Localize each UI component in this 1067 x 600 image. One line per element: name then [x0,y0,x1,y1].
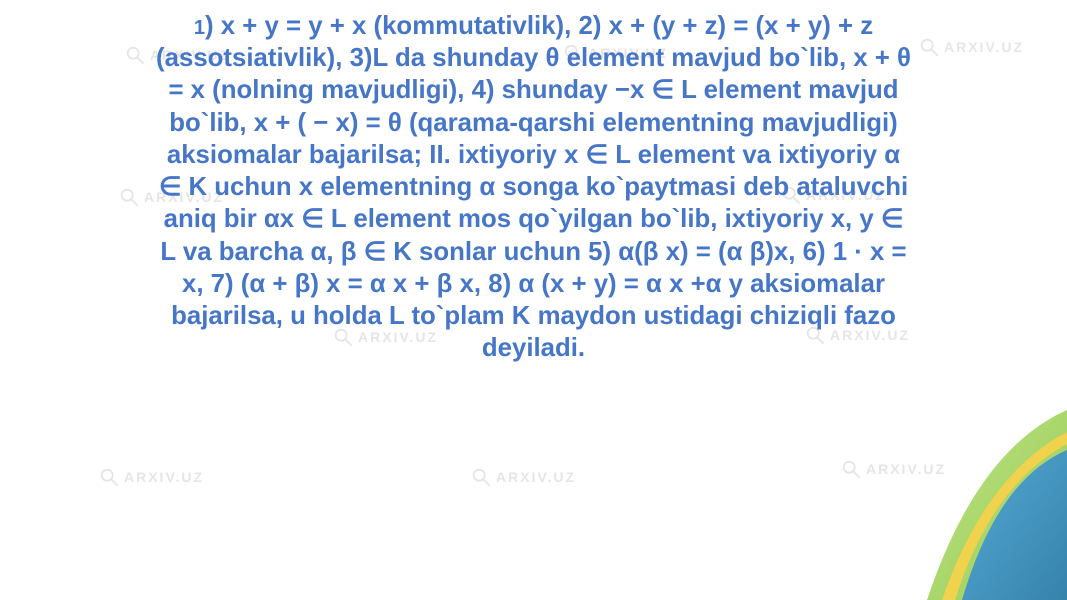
text-line: aniq bir αx ∈ L element mos qo`yilgan bo… [24,203,1043,235]
line-text: aniq bir αx ∈ L element mos qo`yilgan bo… [164,205,904,233]
text-line: (assotsiativlik), 3)L da shunday θ eleme… [24,42,1043,74]
main-text-block: 1) x + y = y + x (kommutativlik), 2) x +… [0,0,1067,365]
watermark: ARXIV.UZ [98,466,204,488]
watermark: ARXIV.UZ [840,458,946,480]
watermark: ARXIV.UZ [470,466,576,488]
corner-decoration [747,340,1067,600]
line-text: (assotsiativlik), 3)L da shunday θ eleme… [156,44,911,72]
magnifier-icon [98,466,120,488]
text-line: = x (nolning mavjudligi), 4) shunday −x … [24,74,1043,106]
line-text: = x (nolning mavjudligi), 4) shunday −x … [168,76,898,104]
line-text: L va barcha α, β ∈ K sonlar uchun 5) α(β… [160,238,906,266]
text-line: aksiomalar bajarilsa; II. ixtiyoriy x ∈ … [24,139,1043,171]
watermark-text: ARXIV.UZ [496,469,576,485]
line-text: ∈ K uchun x elementning α songa ko`paytm… [159,173,908,201]
magnifier-icon [840,458,862,480]
text-line: deyiladi. [24,332,1043,364]
line-text: x, 7) (α + β) x = α x + β x, 8) α (x + y… [182,270,885,298]
small-prefix: 1 [194,17,205,39]
text-line: L va barcha α, β ∈ K sonlar uchun 5) α(β… [24,236,1043,268]
line-text: ) x + y = y + x (kommutativlik), 2) x + … [205,12,873,40]
text-line: 1) x + y = y + x (kommutativlik), 2) x +… [24,10,1043,42]
text-line: ∈ K uchun x elementning α songa ko`paytm… [24,171,1043,203]
text-line: bajarilsa, u holda L to`plam K maydon us… [24,300,1043,332]
text-line: bo`lib, x + ( − x) = θ (qarama-qarshi el… [24,107,1043,139]
line-text: bajarilsa, u holda L to`plam K maydon us… [171,302,896,330]
watermark-text: ARXIV.UZ [866,461,946,477]
line-text: aksiomalar bajarilsa; II. ixtiyoriy x ∈ … [167,141,900,169]
line-text: bo`lib, x + ( − x) = θ (qarama-qarshi el… [169,109,898,137]
magnifier-icon [470,466,492,488]
watermark-text: ARXIV.UZ [124,469,204,485]
text-line: x, 7) (α + β) x = α x + β x, 8) α (x + y… [24,268,1043,300]
line-text: deyiladi. [482,334,585,362]
